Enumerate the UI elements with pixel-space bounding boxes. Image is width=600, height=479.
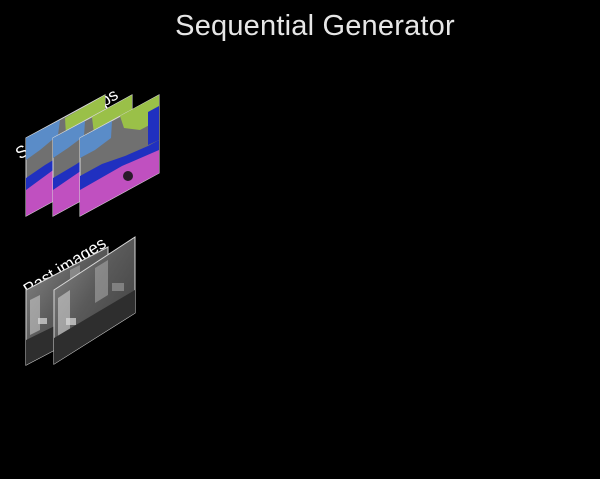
diagram-title: Sequential Generator [175,10,455,42]
past-image-frame-2 [53,236,136,365]
semantic-frame-3 [79,94,160,217]
